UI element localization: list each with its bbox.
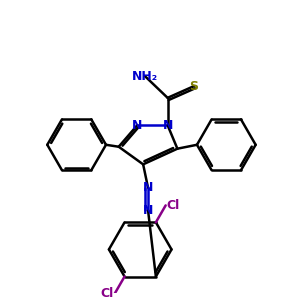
Text: S: S — [190, 80, 199, 93]
Text: N: N — [132, 119, 142, 132]
Text: Cl: Cl — [167, 199, 180, 212]
Text: N: N — [162, 119, 173, 132]
Text: N: N — [143, 181, 153, 194]
Text: Cl: Cl — [100, 287, 114, 300]
Text: N: N — [143, 204, 153, 217]
Text: NH₂: NH₂ — [132, 70, 158, 83]
